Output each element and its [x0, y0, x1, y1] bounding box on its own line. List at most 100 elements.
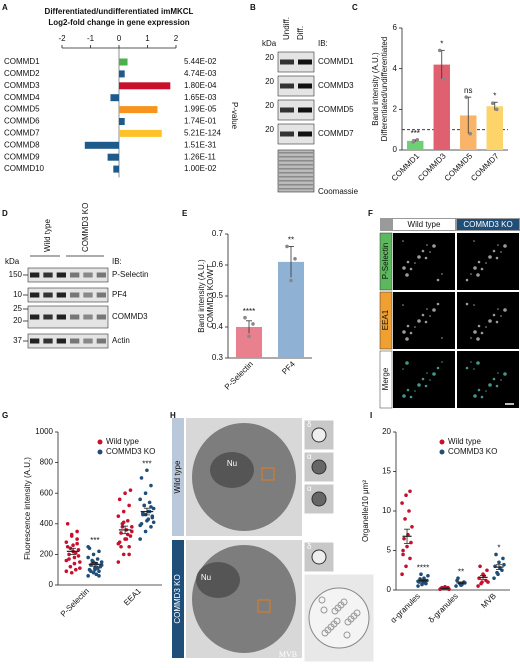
data-point: [68, 564, 73, 569]
row-strip: [172, 418, 184, 536]
y-axis-label: Fluorescence intensity (A.U.): [23, 457, 32, 560]
speckle: [441, 273, 443, 275]
kda-marker: 37: [13, 336, 22, 345]
p-value-label: 1.65E-03: [184, 93, 217, 102]
vesicle: [318, 596, 326, 604]
error-bar: [246, 320, 252, 334]
speckle: [406, 324, 410, 328]
nucleus-label: Nu: [201, 573, 211, 582]
data-point: [478, 564, 482, 569]
significance-label: **: [458, 567, 464, 576]
blot-background: [27, 267, 109, 283]
lane-label: Undiff.: [282, 17, 291, 40]
row-label: COMMD3 KO: [173, 574, 182, 623]
blot-band: [280, 59, 294, 65]
panel-label: A: [2, 3, 8, 12]
gel-stripe: [279, 188, 313, 190]
data-point: [64, 569, 69, 574]
blot-band: [83, 314, 93, 320]
panel-label: B: [250, 3, 256, 12]
error-bar: [143, 507, 150, 516]
data-point: [149, 525, 153, 529]
panel-label: E: [182, 209, 188, 218]
legend-marker: [97, 439, 103, 445]
speckle: [465, 302, 469, 306]
blot-band: [56, 338, 66, 344]
data-point: [95, 566, 100, 570]
data-point: [72, 555, 77, 560]
bar: [113, 165, 119, 173]
band-label: COMMD7: [318, 129, 354, 138]
gel-stripe: [279, 184, 313, 186]
data-point: [71, 543, 75, 548]
blot-background: [27, 305, 109, 329]
x-tick-label: 1: [145, 34, 150, 43]
speckle: [497, 244, 499, 246]
granule: [311, 427, 327, 443]
data-point: [130, 529, 134, 534]
mvb-label: MVB: [279, 650, 297, 659]
band-label: Actin: [112, 336, 130, 345]
significance-label: ****: [243, 307, 255, 316]
legend-label: COMMD3 KO: [448, 447, 497, 456]
blot-band: [96, 314, 106, 320]
data-point: [119, 531, 123, 535]
y-tick-label: 0.5: [212, 291, 224, 300]
blot-background: [27, 287, 109, 303]
significance-label: *: [497, 544, 500, 553]
blot-band: [298, 59, 312, 65]
speckle: [402, 304, 404, 306]
kda-marker: 20: [13, 316, 22, 325]
data-point: [89, 569, 93, 574]
significance-label: **: [288, 236, 294, 245]
data-point: [75, 541, 79, 546]
data-point: [145, 468, 149, 473]
blot-band: [298, 83, 312, 89]
speckle: [495, 384, 499, 388]
inset-label: δ: [307, 420, 312, 429]
blot-band: [70, 314, 80, 320]
data-point: [86, 544, 90, 549]
speckle: [417, 383, 421, 387]
data-point: [409, 540, 413, 545]
speckle: [429, 251, 431, 253]
blot-band: [56, 292, 66, 298]
data-point: [494, 107, 499, 112]
x-tick-label: PF4: [280, 359, 297, 376]
blot-band: [298, 131, 312, 137]
speckle: [421, 313, 425, 317]
kda-marker: 25: [13, 304, 22, 313]
kda-label: kDa: [262, 39, 277, 48]
mvb: [308, 587, 370, 649]
bar: [407, 140, 424, 150]
speckle: [477, 260, 481, 264]
ib-label: IB:: [318, 39, 328, 48]
data-point: [142, 503, 147, 508]
blot-background: [27, 333, 109, 349]
y-tick-label: 5: [387, 546, 392, 555]
error-bar: [419, 578, 426, 583]
significance-label: ***: [411, 129, 420, 138]
row-label: Merge: [381, 367, 390, 390]
granule: [311, 491, 327, 507]
speckle: [424, 384, 428, 388]
data-point: [121, 552, 126, 557]
category-label: COMMD4: [4, 93, 40, 102]
p-value-label: 1.74E-01: [184, 117, 217, 126]
row-strip: [379, 350, 393, 409]
data-point: [67, 552, 71, 557]
data-point: [138, 497, 142, 502]
speckle: [402, 394, 406, 398]
speckle: [406, 260, 410, 264]
speckle: [492, 313, 496, 317]
data-point: [468, 131, 473, 136]
legend-label: COMMD3 KO: [106, 447, 155, 456]
data-point: [123, 491, 127, 496]
speckle: [470, 273, 472, 275]
x-tick-label: 0: [117, 34, 122, 43]
y-tick-label: 2: [393, 104, 398, 113]
data-point: [285, 244, 289, 249]
data-point: [147, 500, 152, 505]
p-axis-label: P-value: [230, 102, 239, 130]
data-point: [86, 555, 90, 560]
